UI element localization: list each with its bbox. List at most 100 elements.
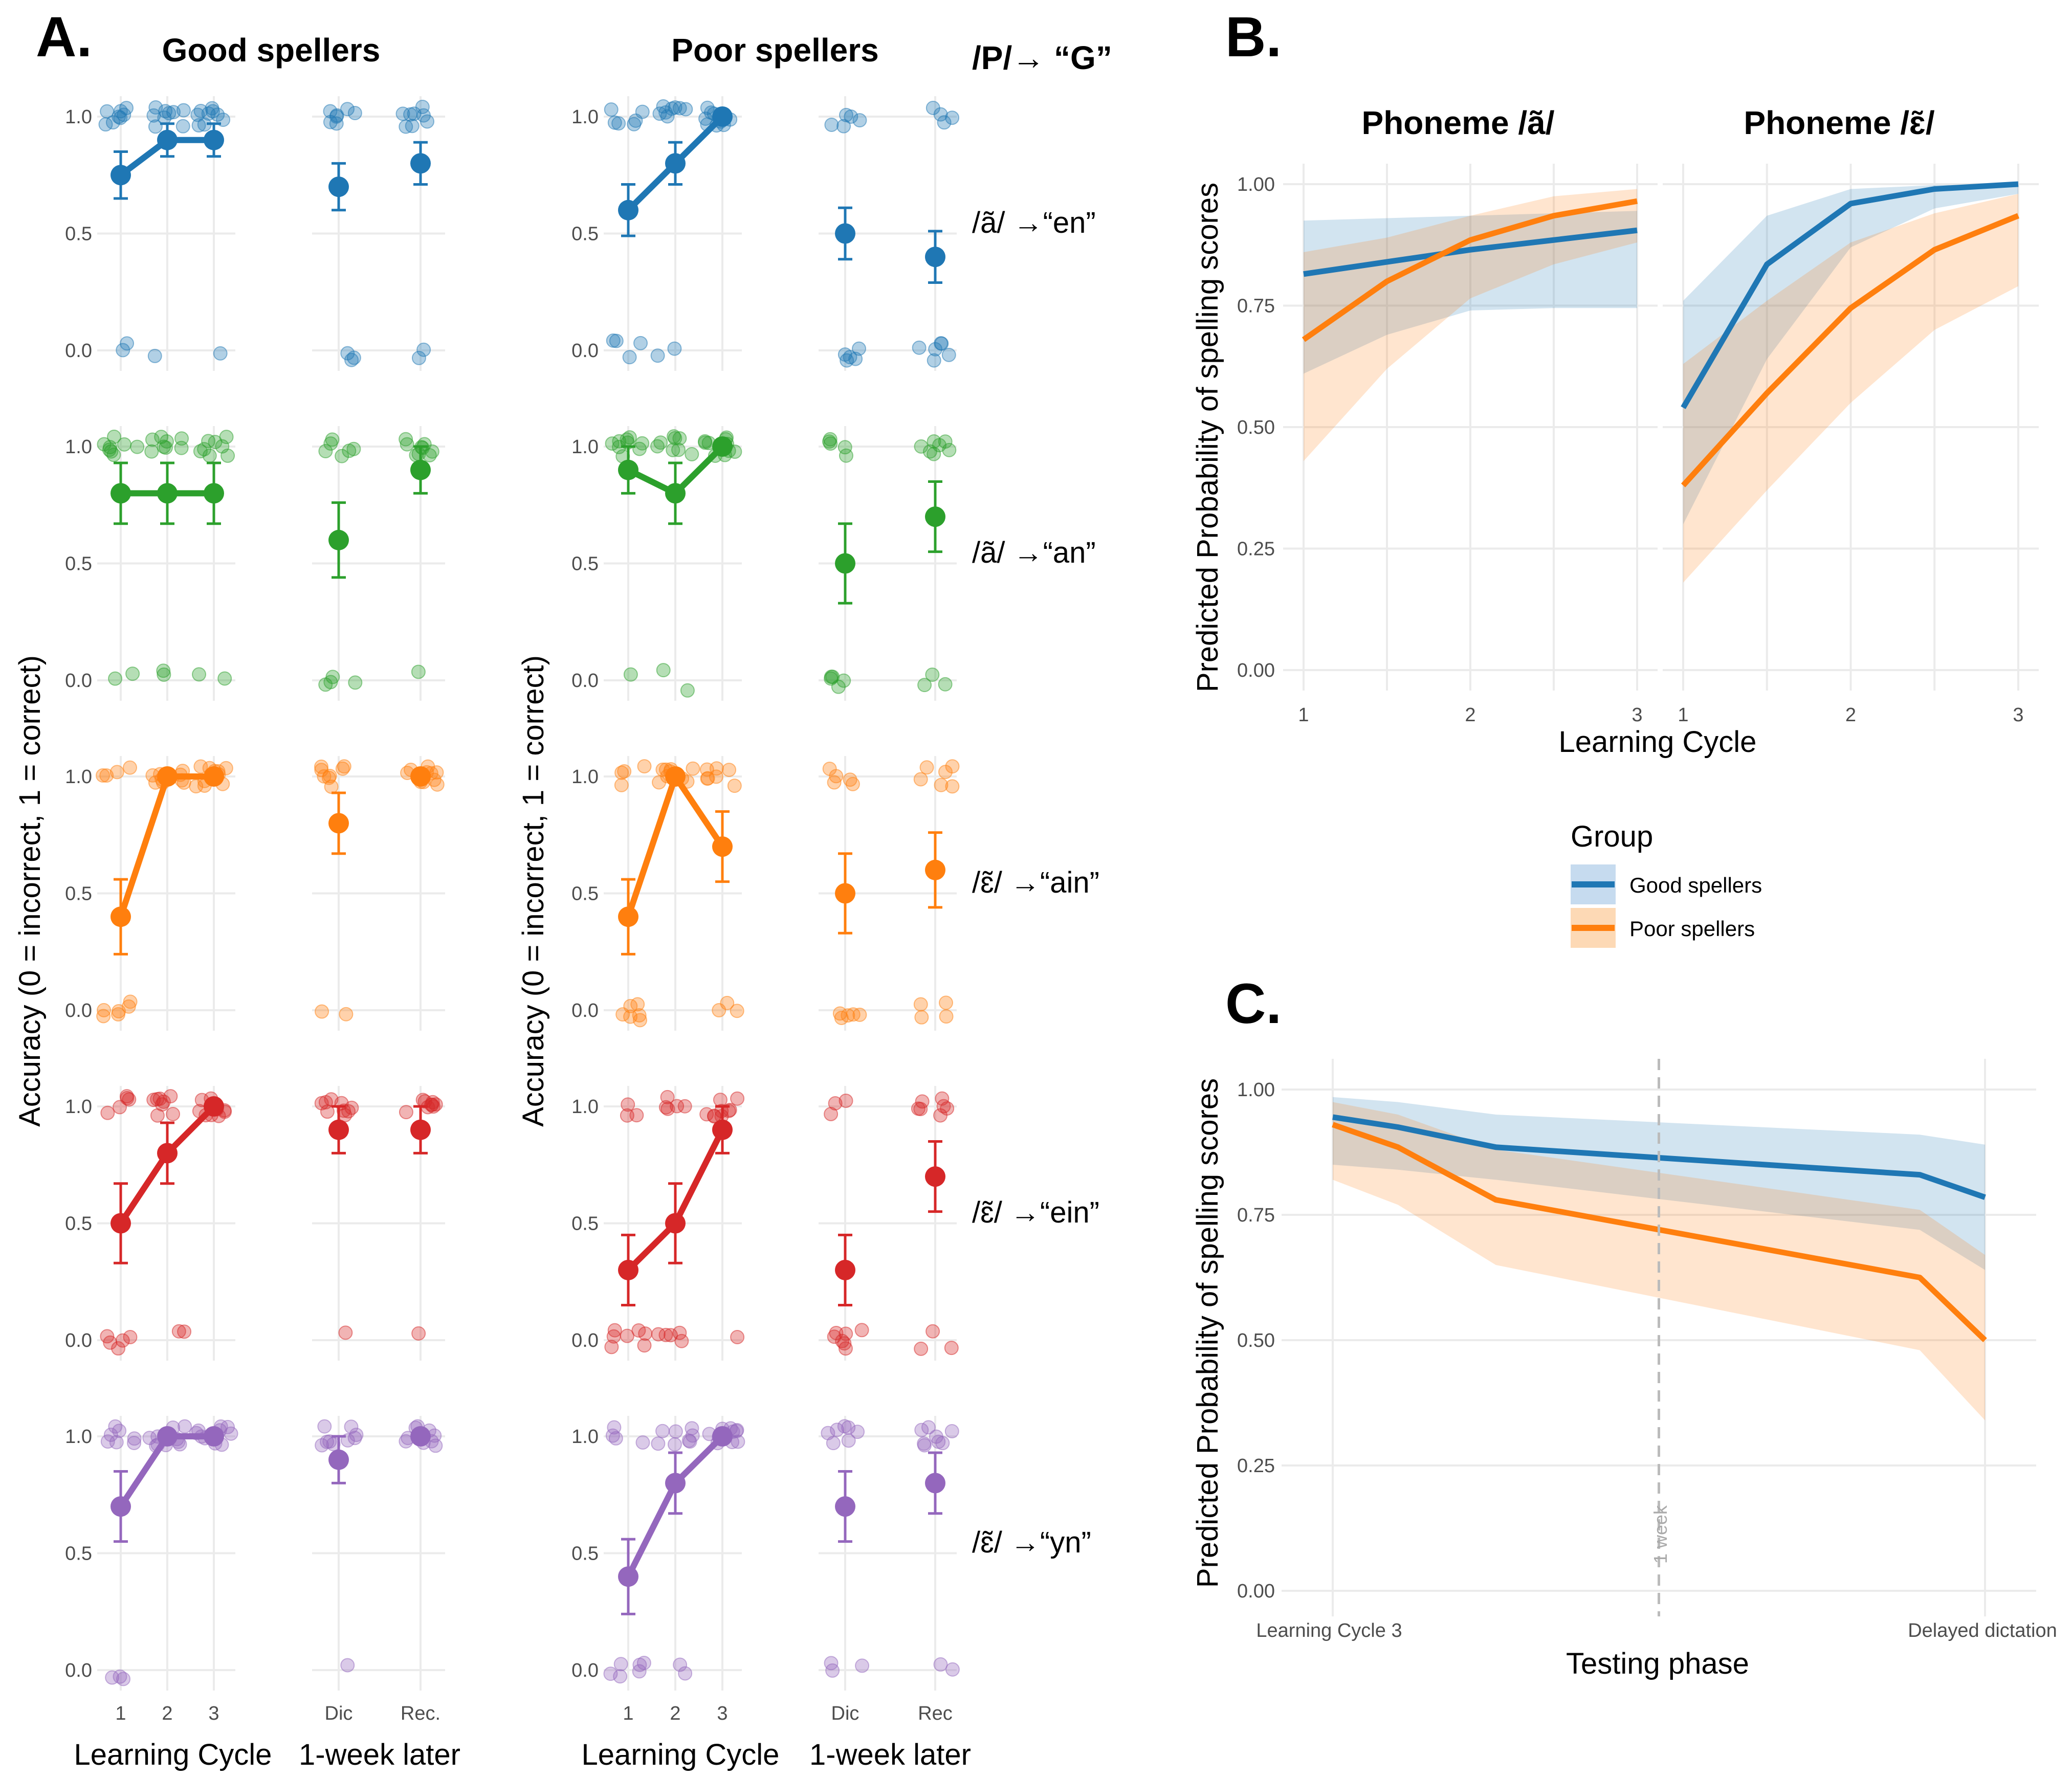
- y-tick-label: 1.0: [571, 436, 599, 458]
- raw-point: [823, 436, 838, 451]
- raw-point: [108, 671, 123, 686]
- y-tick-label: 0.5: [65, 224, 92, 245]
- raw-point: [941, 347, 956, 362]
- raw-point: [667, 341, 682, 356]
- raw-point: [652, 106, 667, 121]
- raw-point: [637, 759, 652, 774]
- raw-point: [411, 1326, 426, 1341]
- raw-point: [158, 440, 173, 455]
- panel-a-ylabel-poor: Accuracy (0 = incorrect, 1 = correct): [517, 655, 550, 1127]
- x-tick-cycle-1: 1: [115, 1703, 126, 1724]
- raw-point: [945, 779, 960, 794]
- raw-point: [631, 1323, 646, 1338]
- raw-point: [325, 432, 340, 447]
- facet-title-a: Phoneme /ã/: [1362, 104, 1555, 141]
- raw-point: [677, 1099, 692, 1114]
- raw-point: [945, 1662, 960, 1677]
- raw-point: [157, 667, 171, 682]
- raw-point: [670, 1099, 685, 1114]
- rule-label-5: /ɛ̃/ →“yn”: [972, 1526, 1091, 1559]
- raw-point: [666, 442, 680, 457]
- raw-point: [674, 1334, 689, 1348]
- y-tick-label: 0.5: [571, 1213, 599, 1235]
- ribbon-good: [1304, 211, 1637, 374]
- raw-point: [839, 448, 853, 463]
- raw-point: [656, 99, 671, 114]
- raw-point: [416, 108, 431, 123]
- raw-point: [111, 1007, 126, 1022]
- mean-point: [712, 1119, 733, 1140]
- raw-point: [686, 761, 700, 776]
- mean-point: [665, 153, 686, 174]
- mean-point: [925, 1473, 945, 1494]
- raw-point: [824, 1656, 839, 1671]
- raw-point: [145, 432, 160, 447]
- raw-point: [912, 340, 927, 355]
- raw-point: [399, 1105, 413, 1120]
- y-tick-label: 0.00: [1237, 1581, 1275, 1602]
- raw-point: [117, 437, 131, 452]
- raw-point: [100, 1105, 115, 1120]
- raw-point: [945, 110, 960, 125]
- raw-point: [430, 777, 445, 792]
- raw-point: [155, 1097, 169, 1112]
- y-tick-label: 0.5: [65, 1543, 92, 1565]
- raw-point: [632, 1008, 647, 1023]
- raw-point: [658, 1100, 673, 1115]
- raw-point: [147, 348, 162, 363]
- raw-point: [845, 776, 860, 791]
- raw-point: [190, 107, 205, 122]
- raw-point: [171, 1324, 186, 1339]
- raw-point: [839, 1093, 853, 1108]
- raw-point: [635, 1435, 650, 1450]
- raw-point: [828, 1096, 843, 1111]
- x-tick-label: 2: [1465, 704, 1475, 726]
- y-tick-label: 0.00: [1237, 660, 1275, 681]
- raw-point: [127, 1431, 142, 1446]
- raw-point: [681, 1433, 696, 1448]
- raw-point: [678, 102, 693, 117]
- raw-point: [827, 775, 842, 790]
- raw-point: [915, 1094, 930, 1109]
- raw-point: [335, 449, 349, 463]
- y-tick-label: 1.0: [571, 766, 599, 788]
- raw-point: [913, 772, 928, 787]
- raw-point: [730, 1329, 745, 1344]
- raw-point: [113, 104, 128, 119]
- raw-point: [914, 1010, 929, 1025]
- raw-point: [342, 443, 357, 458]
- xlabel-later-good: 1-week later: [299, 1738, 460, 1771]
- raw-point: [112, 1424, 127, 1438]
- y-tick-label: 1.0: [571, 106, 599, 128]
- raw-point: [608, 1431, 623, 1446]
- raw-point: [919, 760, 934, 775]
- y-tick-label: 0.0: [571, 670, 599, 692]
- raw-point: [934, 336, 949, 351]
- raw-point: [344, 352, 359, 367]
- raw-point: [913, 997, 928, 1012]
- raw-point: [843, 350, 857, 365]
- raw-point: [709, 769, 723, 784]
- line-poor: [1332, 1122, 1987, 1342]
- raw-point: [127, 1435, 142, 1450]
- legend-poor-label: Poor spellers: [1629, 917, 1755, 941]
- y-tick-label: 0.25: [1237, 539, 1275, 560]
- mean-point: [925, 1166, 945, 1187]
- raw-point: [325, 670, 340, 684]
- raw-point: [335, 761, 350, 776]
- raw-point: [116, 343, 130, 358]
- panel-letter-c: C.: [1225, 972, 1282, 1035]
- raw-point: [606, 1329, 621, 1344]
- raw-point: [622, 350, 637, 365]
- raw-point: [824, 117, 839, 132]
- raw-point: [944, 1424, 959, 1438]
- raw-point: [106, 448, 121, 462]
- raw-point: [834, 1010, 849, 1025]
- raw-point: [318, 1095, 333, 1109]
- raw-point: [604, 1340, 619, 1354]
- facet-title-e: Phoneme /ɛ̃/: [1744, 104, 1934, 141]
- raw-point: [917, 678, 932, 693]
- xlabel-later-poor: 1-week later: [809, 1738, 971, 1771]
- y-tick-label: 0.5: [65, 883, 92, 905]
- mean-point: [712, 106, 733, 127]
